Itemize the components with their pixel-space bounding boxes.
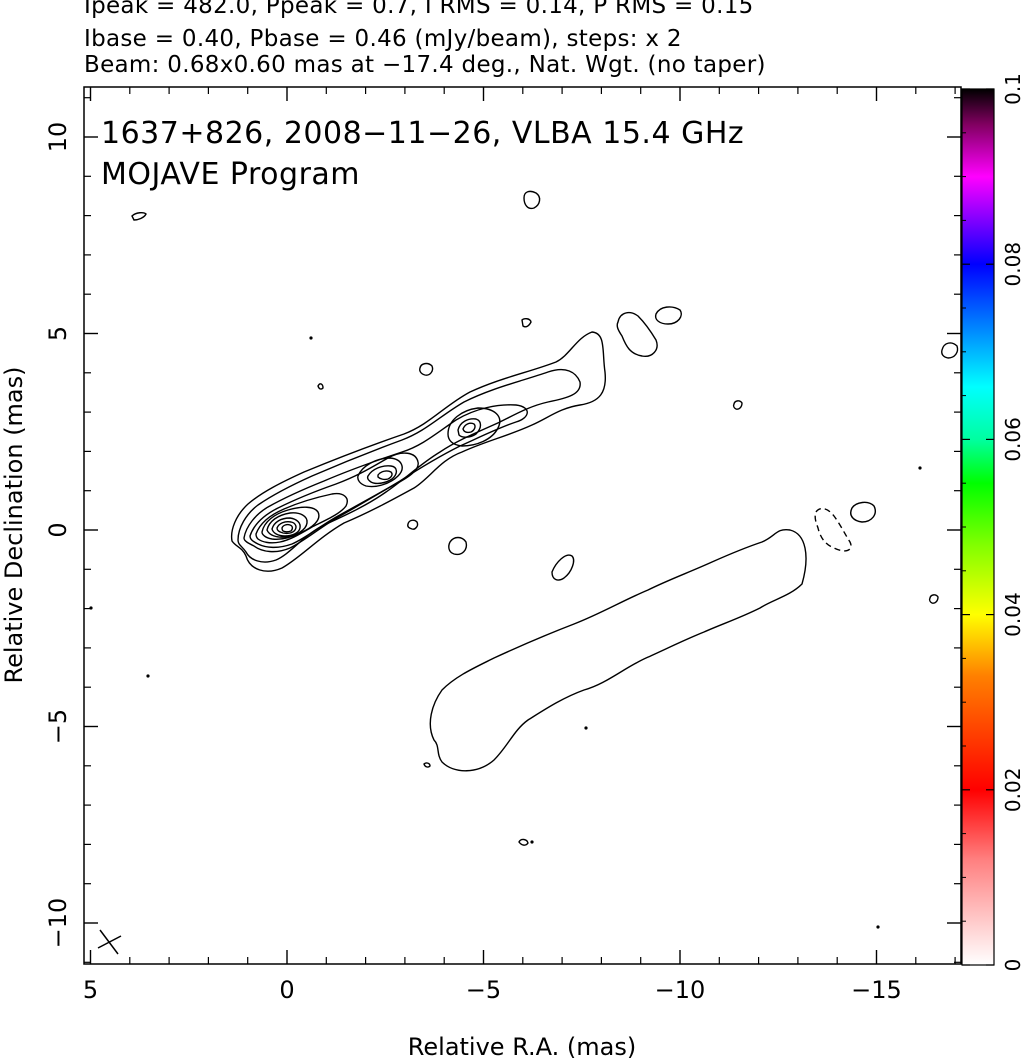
header-peak-rms: Ipeak = 482.0, Ppeak = 0.7, I RMS = 0.14… — [84, 0, 754, 19]
contour — [271, 517, 301, 537]
colorbar-tick-label: 0.04 — [1001, 592, 1022, 637]
colorbar-tick-label: 0 — [1001, 959, 1022, 972]
contour-speck — [584, 726, 588, 730]
contour — [281, 523, 294, 533]
map-subtitle: MOJAVE Program — [101, 157, 360, 192]
contour — [230, 331, 607, 572]
contour — [447, 407, 501, 447]
y-tick-label: −5 — [44, 709, 72, 744]
contour-speck — [876, 925, 880, 929]
contour — [366, 465, 398, 485]
contour-speck — [918, 466, 922, 470]
contour — [462, 422, 476, 434]
x-tick-label: 5 — [83, 976, 98, 1004]
contour — [407, 519, 419, 530]
colorbar-ticks: 0 0.02 0.04 0.06 0.08 0.1 — [962, 73, 1022, 971]
x-tick-label: −5 — [466, 976, 501, 1004]
contour — [357, 457, 403, 488]
contour — [243, 404, 528, 553]
contour — [521, 317, 532, 328]
contour — [377, 470, 393, 481]
contour — [941, 342, 959, 359]
contour — [448, 536, 468, 556]
contour — [423, 762, 431, 768]
contour — [131, 211, 147, 221]
contour-speck — [530, 840, 534, 844]
contour — [457, 418, 482, 438]
x-tick-label: −15 — [851, 976, 902, 1004]
contour — [654, 306, 682, 325]
contour — [551, 554, 575, 581]
y-tick-label: 5 — [44, 326, 72, 341]
header-base-steps: Ibase = 0.40, Pbase = 0.46 (mJy/beam), s… — [84, 26, 682, 52]
contour-lines — [89, 190, 959, 929]
y-tick-label: 10 — [44, 122, 72, 153]
contour — [429, 528, 807, 772]
contour-speck — [309, 336, 313, 340]
y-tick-label: −10 — [44, 898, 72, 949]
colorbar-tick-label: 0.1 — [1001, 73, 1022, 105]
contour — [255, 492, 348, 544]
contour-speck — [89, 606, 93, 610]
contour — [732, 400, 743, 410]
contour — [814, 507, 852, 552]
colorbar — [961, 88, 995, 966]
header-beam: Beam: 0.68x0.60 mas at −17.4 deg., Nat. … — [84, 52, 766, 78]
contour — [616, 311, 658, 357]
contour — [266, 512, 308, 538]
contour — [928, 594, 939, 604]
contour — [276, 521, 297, 535]
contour — [518, 838, 529, 846]
contour — [850, 501, 876, 523]
plot-frame — [83, 86, 962, 965]
contour — [237, 368, 581, 563]
x-axis-label: Relative R.A. (mas) — [408, 1033, 636, 1061]
contour — [419, 362, 434, 376]
contour — [317, 383, 324, 390]
contour-speck — [146, 674, 150, 678]
y-ticks: 10 5 0 −5 −10 — [44, 97, 961, 963]
beam-marker — [97, 929, 122, 955]
colorbar-tick-label: 0.02 — [1001, 768, 1022, 813]
contour — [261, 506, 320, 540]
x-tick-label: −10 — [655, 976, 706, 1004]
colorbar-tick-label: 0.06 — [1001, 417, 1022, 462]
contour — [249, 452, 419, 549]
x-ticks: 5 0 −5 −10 −15 — [83, 87, 956, 1004]
y-tick-label: 0 — [44, 522, 72, 537]
map-title: 1637+826, 2008−11−26, VLBA 15.4 GHz — [101, 116, 744, 151]
colorbar-tick-label: 0.08 — [1001, 242, 1022, 287]
contour — [523, 190, 541, 210]
y-axis-label: Relative Declination (mas) — [0, 366, 28, 683]
x-tick-label: 0 — [279, 976, 294, 1004]
